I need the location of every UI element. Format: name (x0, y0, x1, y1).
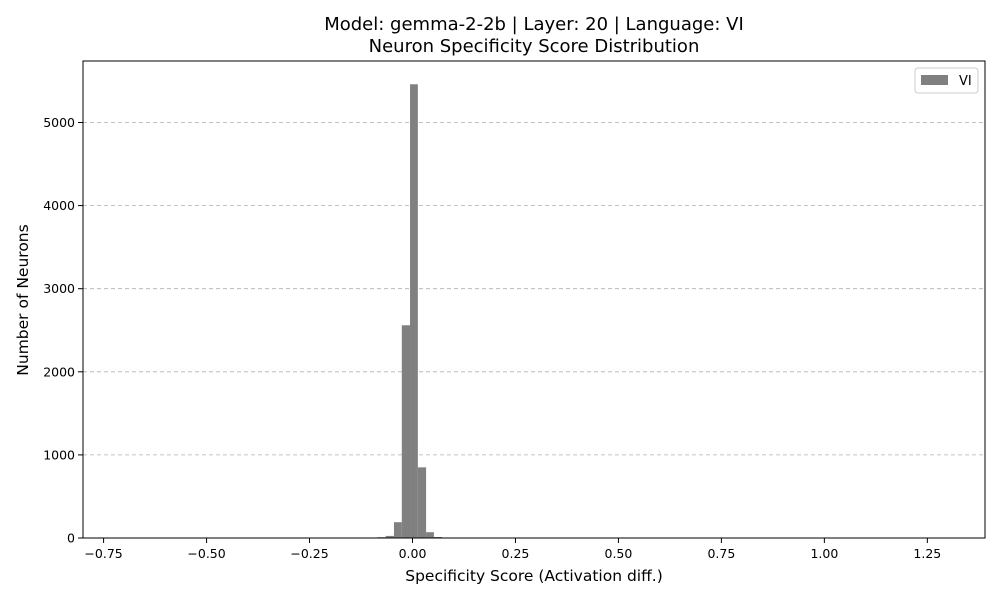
histogram-bar (385, 535, 394, 538)
x-tick-label: 0.50 (605, 546, 633, 561)
legend-label: VI (959, 74, 972, 89)
x-tick-label: −0.25 (290, 546, 328, 561)
histogram-bar (393, 522, 402, 538)
x-tick-label: −0.75 (84, 546, 122, 561)
x-tick-label: 0.25 (502, 546, 530, 561)
y-tick-label: 5000 (43, 115, 75, 130)
legend-swatch (921, 75, 948, 85)
histogram-bar (426, 532, 434, 538)
histogram-bar (410, 84, 418, 538)
chart-subtitle: Neuron Specificity Score Distribution (369, 36, 700, 57)
legend: VI (914, 67, 979, 94)
y-tick-label: 4000 (43, 198, 75, 213)
x-tick-label: 0.00 (399, 546, 427, 561)
x-tick-label: 1.25 (913, 546, 941, 561)
plot-frame (82, 60, 986, 539)
y-tick-label: 0 (67, 531, 75, 546)
x-axis-label: Specificity Score (Activation diff.) (405, 567, 663, 585)
y-axis-ticks: 0 1000 2000 3000 4000 5000 (43, 115, 83, 546)
x-axis-ticks: −0.75 −0.50 −0.25 0.00 0.25 0.50 0.75 1.00 1.25 (84, 538, 941, 561)
histogram-bar (401, 325, 411, 538)
y-tick-label: 3000 (43, 281, 75, 296)
x-tick-label: 0.75 (707, 546, 735, 561)
x-tick-label: 1.00 (810, 546, 838, 561)
chart-title: Model: gemma-2-2b | Layer: 20 | Language… (324, 14, 744, 35)
bars-layer (361, 84, 459, 538)
y-tick-label: 1000 (43, 447, 75, 462)
x-tick-label: −0.50 (187, 546, 225, 561)
histogram-bar (417, 467, 427, 538)
grid-layer (83, 122, 985, 456)
y-tick-label: 2000 (43, 364, 75, 379)
y-axis-label: Number of Neurons (14, 224, 32, 375)
